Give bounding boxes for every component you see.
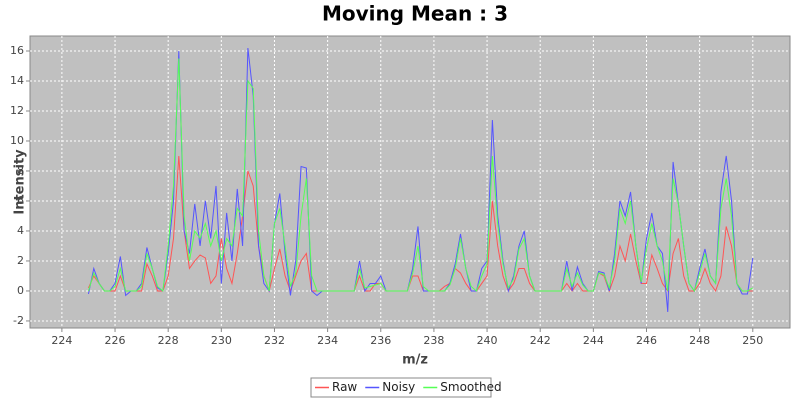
x-tick-label: 228 [158, 334, 179, 347]
y-tick-label: 4 [17, 224, 24, 237]
x-axis-label: m/z [402, 353, 428, 368]
series-group [87, 47, 754, 312]
x-tick-label: 234 [317, 334, 338, 347]
y-tick-label: -2 [13, 314, 24, 327]
y-axis-label: Intensity [13, 149, 28, 215]
x-tick-label: 236 [370, 334, 391, 347]
chart-title: Moving Mean : 3 [322, 2, 508, 26]
y-tick-label: 0 [17, 284, 24, 297]
x-tick-label: 240 [477, 334, 498, 347]
x-tick-label: 238 [423, 334, 444, 347]
y-tick-label: 12 [10, 104, 24, 117]
y-tick-label: 6 [17, 194, 24, 207]
x-tick-label: 248 [689, 334, 710, 347]
x-tick-label: 246 [636, 334, 657, 347]
x-tick-label: 224 [51, 334, 72, 347]
x-tick-label: 244 [583, 334, 604, 347]
x-tick-label: 232 [264, 334, 285, 347]
line-series [87, 58, 754, 293]
legend [310, 377, 492, 398]
y-tick-label: 10 [10, 134, 24, 147]
y-tick-label: 8 [17, 164, 24, 177]
legend-label: Raw [332, 380, 357, 394]
y-tick-label: 16 [10, 44, 24, 57]
line-series [88, 155, 753, 293]
legend-label: Noisy [382, 380, 415, 394]
x-tick-label: 230 [211, 334, 232, 347]
y-tick-label: 14 [10, 74, 24, 87]
x-tick-label: 250 [742, 334, 763, 347]
y-tick-label: 2 [17, 254, 24, 267]
x-tick-label: 226 [105, 334, 126, 347]
x-tick-label: 242 [530, 334, 551, 347]
legend-label: Smoothed [440, 380, 501, 394]
